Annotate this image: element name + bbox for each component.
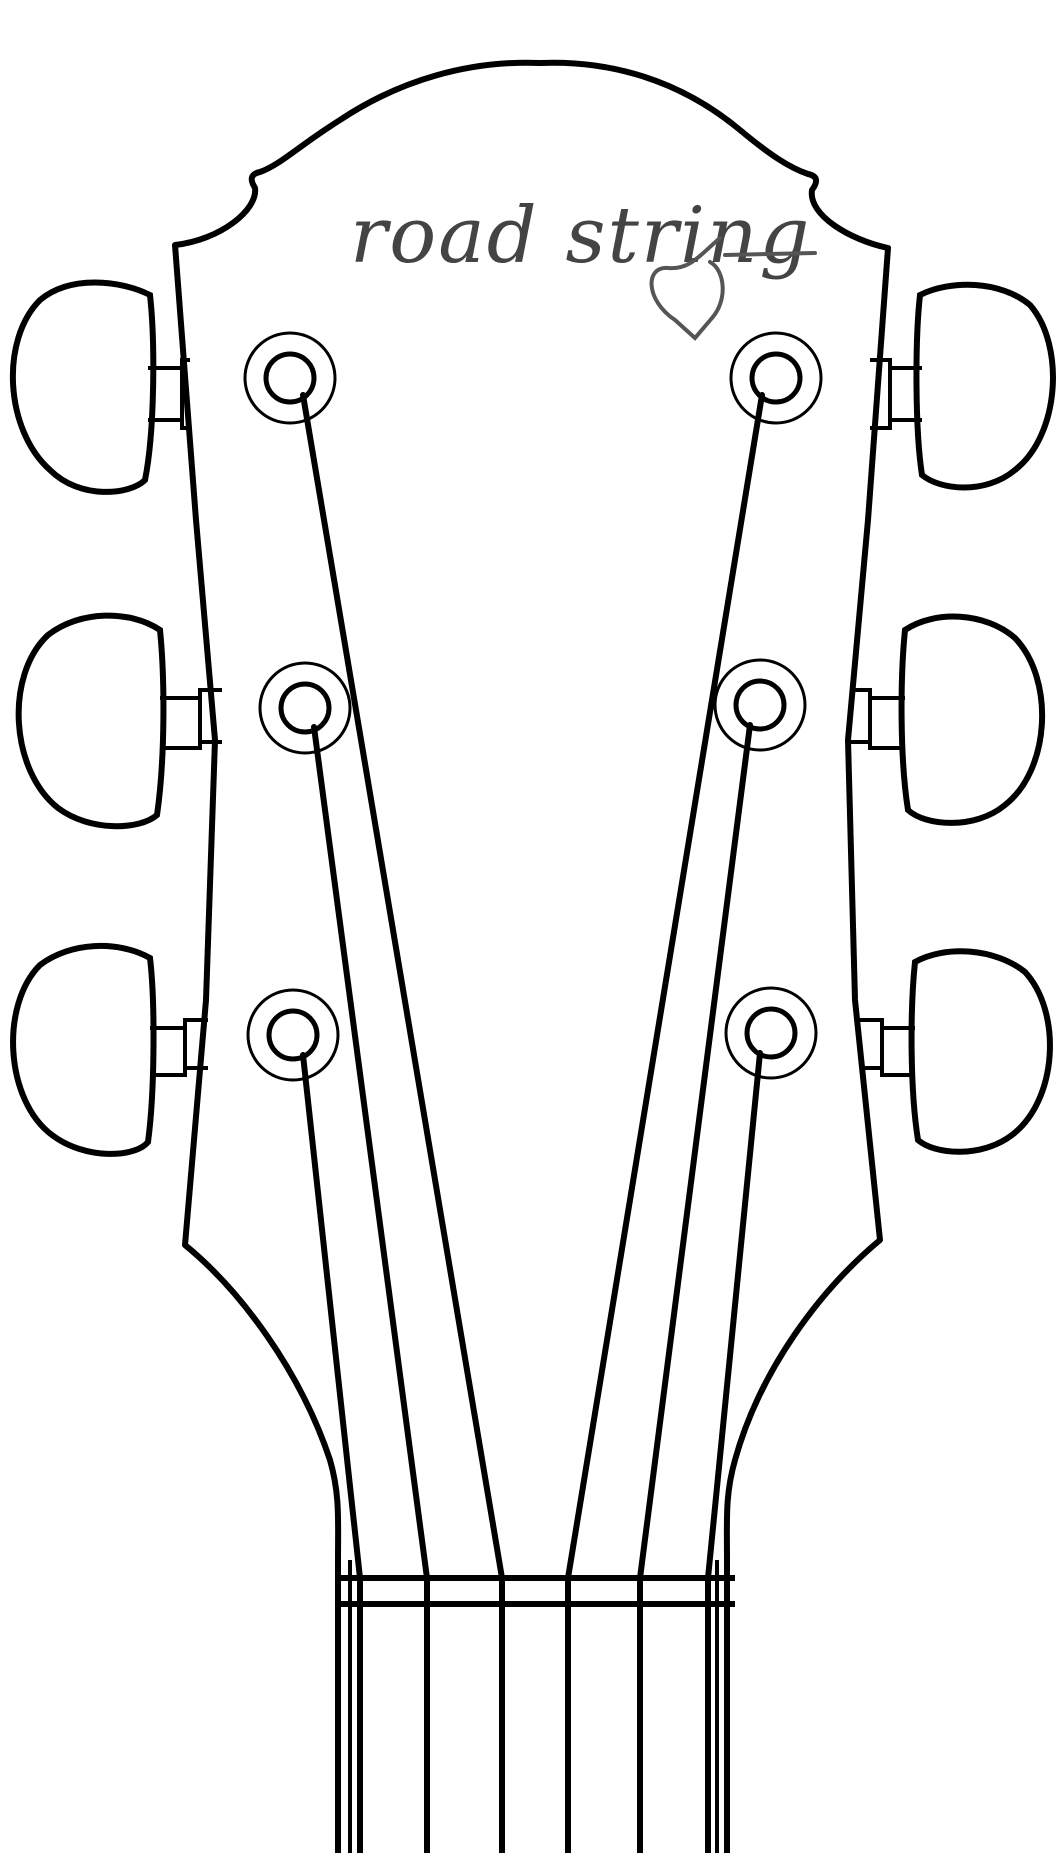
- logo-underline: [723, 251, 817, 257]
- tuner-right-3: [860, 948, 1053, 1155]
- tuner-right-2: [850, 613, 1046, 826]
- tuner-right-1: [870, 281, 1056, 491]
- post-right-3: [724, 986, 818, 1080]
- tuner-button: [908, 948, 1053, 1155]
- post-left-3: [246, 988, 340, 1082]
- tuner-shaft: [148, 358, 190, 430]
- headstock-outline-right: [537, 59, 891, 1853]
- string-4: [565, 392, 765, 1581]
- tuner-left-3: [10, 942, 208, 1157]
- logo-heart-flourish: [649, 236, 725, 341]
- tuner-shaft: [150, 1018, 208, 1077]
- strings: [300, 392, 765, 1581]
- tuner-button: [898, 613, 1046, 826]
- string-6: [705, 1050, 763, 1581]
- tuner-shaft: [160, 688, 222, 750]
- string-2: [311, 724, 430, 1581]
- tuner-posts: [243, 331, 823, 1082]
- tuner-shaft: [860, 1018, 915, 1077]
- nut: [338, 1575, 735, 1607]
- post-right-2: [713, 658, 807, 752]
- post-left-1: [243, 331, 337, 425]
- string-5: [637, 722, 753, 1581]
- post-left-2: [258, 661, 352, 755]
- tuner-button: [15, 612, 167, 830]
- string-1: [300, 392, 505, 1581]
- neck-strings: [348, 1560, 719, 1853]
- tuner-button: [913, 281, 1056, 491]
- tuner-shaft: [850, 688, 905, 750]
- tuner-button: [10, 942, 157, 1157]
- string-3: [300, 1052, 363, 1581]
- tuner-button: [9, 279, 157, 495]
- tuner-left-2: [15, 612, 222, 830]
- tuner-shaft: [870, 358, 922, 430]
- post-right-1: [729, 331, 823, 425]
- headstock-outline: [172, 59, 543, 1853]
- tuner-left-1: [9, 279, 190, 495]
- brand-logo: road string: [350, 191, 811, 281]
